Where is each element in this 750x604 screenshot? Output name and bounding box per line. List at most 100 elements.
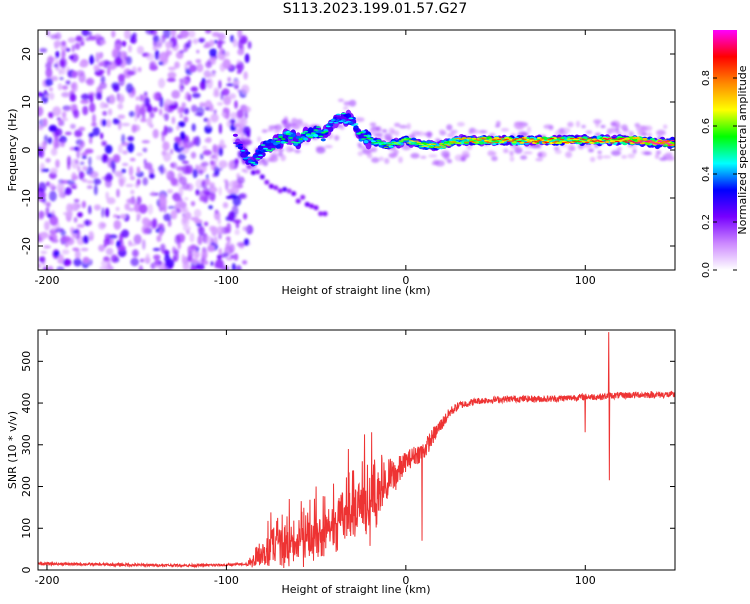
noise-blob: [99, 101, 106, 109]
ridge-blob: [622, 140, 628, 142]
ridge-blob: [511, 141, 517, 144]
ridge-blob: [607, 137, 613, 139]
noise-blob: [96, 40, 101, 45]
noise-blob: [76, 224, 85, 228]
ridge-blob: [529, 139, 535, 142]
ridge-blob: [388, 144, 394, 146]
noise-blob: [48, 124, 58, 132]
haze-blob: [478, 130, 488, 134]
noise-blob: [190, 86, 199, 92]
noise-blob: [239, 133, 246, 137]
ridge-blob: [609, 142, 615, 144]
noise-blob: [113, 220, 122, 230]
noise-blob: [198, 37, 206, 43]
noise-blob: [101, 119, 107, 127]
ridge-blob: [245, 156, 251, 159]
ridge-blob: [371, 140, 376, 143]
ridge-blob: [318, 135, 324, 138]
noise-blob: [231, 205, 239, 217]
noise-blob: [235, 265, 242, 270]
ridge-blob: [253, 163, 258, 166]
noise-blob: [178, 201, 187, 209]
noise-blob: [121, 168, 127, 174]
noise-blob: [67, 37, 77, 43]
noise-blob: [226, 222, 232, 234]
noise-blob: [231, 263, 236, 270]
noise-blob: [181, 160, 189, 164]
noise-blob: [109, 234, 118, 239]
haze-blob: [446, 159, 453, 164]
haze-blob: [244, 140, 252, 145]
noise-blob: [178, 146, 185, 151]
haze-blob: [273, 129, 280, 134]
noise-blob: [69, 104, 78, 111]
noise-blob: [158, 78, 166, 89]
noise-blob: [91, 122, 97, 127]
ridge-blob: [343, 113, 349, 117]
noise-blob: [57, 138, 64, 143]
noise-blob: [38, 146, 43, 157]
ridge-blob: [629, 140, 635, 142]
noise-blob: [98, 221, 106, 230]
noise-blob: [144, 97, 150, 107]
noise-blob: [75, 159, 79, 164]
noise-blob: [105, 191, 109, 200]
haze-blob: [509, 156, 515, 162]
noise-blob: [45, 78, 53, 87]
noise-blob: [210, 261, 214, 266]
ridge-blob: [670, 140, 675, 141]
ridge-blob: [642, 137, 648, 140]
ridge-blob: [624, 137, 630, 140]
haze-blob: [560, 130, 568, 137]
haze-blob: [621, 155, 627, 159]
ridge-blob: [577, 141, 582, 143]
noise-blob: [116, 188, 120, 198]
noise-blob: [89, 136, 93, 145]
noise-blob: [43, 245, 51, 249]
ridge-blob: [413, 140, 419, 142]
noise-blob: [50, 75, 59, 82]
noise-blob: [93, 184, 98, 196]
noise-blob: [38, 263, 42, 269]
noise-blob: [225, 195, 233, 200]
noise-blob: [174, 197, 183, 203]
noise-blob: [72, 247, 79, 251]
ridge-blob: [295, 141, 301, 144]
noise-blob: [48, 183, 55, 189]
haze-blob: [520, 155, 528, 160]
noise-blob: [184, 197, 189, 201]
ridge-blob: [258, 154, 263, 157]
noise-blob: [128, 111, 136, 117]
noise-blob: [128, 165, 134, 177]
ridge-blob: [293, 142, 299, 146]
ridge-blob: [572, 141, 577, 143]
spectrogram-y-tick-label: 20: [20, 47, 33, 61]
snr-y-tick-label: 500: [20, 351, 33, 372]
branch-blob: [286, 188, 292, 194]
noise-blob: [81, 30, 89, 37]
noise-blob: [187, 93, 192, 102]
noise-blob: [61, 50, 66, 58]
ridge-blob: [547, 138, 552, 140]
spectrogram-x-tick-label: -200: [34, 274, 59, 287]
ridge-blob: [604, 139, 610, 141]
ridge-blob: [313, 134, 319, 138]
ridge-blob: [260, 144, 266, 146]
noise-blob: [170, 162, 178, 169]
ridge-blob: [283, 141, 288, 144]
haze-blob: [535, 157, 543, 162]
noise-blob: [126, 56, 132, 65]
noise-blob: [98, 244, 105, 252]
noise-blob: [211, 226, 218, 237]
noise-blob: [204, 124, 213, 134]
noise-blob: [80, 99, 90, 104]
noise-blob: [219, 47, 225, 55]
noise-blob: [204, 107, 211, 111]
noise-blob: [59, 76, 64, 81]
noise-blob: [166, 189, 174, 194]
haze-blob: [491, 155, 498, 162]
ridge-blob: [308, 136, 314, 139]
ridge-blob: [459, 139, 464, 140]
ridge-blob: [446, 145, 452, 147]
spectrogram-y-tick-label: -20: [20, 237, 33, 255]
